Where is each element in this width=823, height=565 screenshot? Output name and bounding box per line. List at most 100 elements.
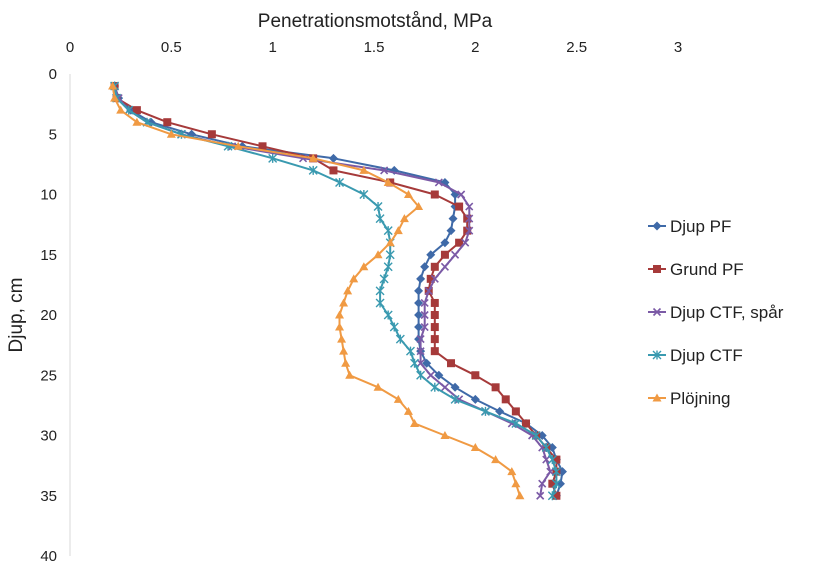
series-point (531, 431, 541, 440)
series-point (440, 238, 450, 248)
x-tick-label: 1.5 (364, 39, 385, 56)
series-point (373, 202, 383, 212)
series-point (414, 322, 424, 332)
series-point (335, 322, 345, 331)
series-point (440, 250, 449, 259)
x-tick-label: 0 (66, 39, 74, 56)
series-point (455, 202, 464, 211)
series-point (457, 190, 466, 199)
series-point (416, 347, 425, 356)
legend-point (652, 307, 662, 317)
series-point (434, 178, 443, 187)
legend-item: Djup CTF (648, 346, 743, 365)
series-plöjning (108, 81, 525, 500)
series-point (405, 346, 415, 356)
series-point (414, 286, 424, 296)
series-point (329, 166, 338, 175)
series-point (359, 190, 369, 199)
series-point (440, 383, 449, 392)
series-point (461, 238, 470, 247)
series-point (552, 455, 561, 464)
series-line (113, 85, 558, 497)
series-point (542, 455, 551, 464)
series-point (233, 141, 243, 150)
series-djup-pf (110, 81, 567, 501)
series-point (426, 274, 435, 283)
series-point (470, 443, 480, 452)
series-point (552, 491, 561, 500)
x-tick-label: 3 (674, 39, 682, 56)
series-point (335, 310, 345, 319)
series-point (385, 238, 395, 247)
legend-label: Grund PF (670, 260, 744, 279)
series-point (440, 262, 449, 271)
legend-label: Djup CTF (670, 346, 743, 365)
series-point (491, 383, 500, 392)
series-point (420, 298, 429, 308)
series-point (547, 491, 557, 501)
series-point (359, 262, 369, 271)
series-point (385, 250, 395, 260)
series-point (495, 406, 505, 416)
series-point (440, 431, 450, 439)
series-point (207, 130, 216, 139)
y-tick-label: 5 (49, 126, 57, 143)
legend-point (653, 265, 661, 273)
series-point (546, 467, 555, 476)
series-point (465, 226, 474, 235)
y-tick-label: 25 (40, 367, 57, 384)
series-line (113, 85, 552, 496)
legend-label: Djup PF (670, 217, 731, 236)
series-point (380, 166, 389, 175)
legend-item: Plöjning (648, 389, 731, 408)
series-point (515, 491, 525, 500)
x-tick-label: 2 (471, 39, 479, 56)
series-point (343, 286, 353, 295)
series-point (536, 491, 545, 500)
x-tick-labels: 0 0.5 1 1.5 2 2.5 3 (66, 39, 682, 56)
y-tick-label: 20 (40, 307, 57, 324)
legend-label: Plöjning (670, 389, 731, 408)
series-point (430, 298, 439, 307)
series-point (337, 334, 347, 343)
series-point (410, 358, 420, 368)
series-point (375, 214, 385, 224)
series-point (414, 202, 424, 211)
series-line (113, 85, 558, 497)
y-tick-label: 30 (40, 428, 57, 445)
series-point (430, 382, 440, 392)
series-point (124, 105, 134, 115)
series-point (328, 153, 338, 163)
series-point (511, 407, 520, 416)
series-point (448, 214, 458, 224)
plot-area (108, 81, 567, 501)
series-point (414, 298, 424, 308)
series-djup-ctf-spår (110, 81, 555, 500)
series-point (447, 359, 456, 368)
x-tick-label: 2.5 (566, 39, 587, 56)
series-djup-ctf (110, 81, 561, 501)
series-point (393, 226, 403, 235)
series-point (480, 406, 490, 416)
series-point (383, 226, 393, 236)
series-point (420, 310, 429, 320)
series-point (430, 347, 439, 356)
series-point (420, 322, 429, 332)
series-point (410, 418, 420, 427)
series-point (430, 262, 439, 271)
series-point (455, 238, 464, 247)
series-point (132, 106, 141, 115)
series-point (451, 250, 460, 259)
series-point (383, 177, 393, 186)
series-point (548, 479, 557, 488)
series-point (463, 214, 472, 223)
series-line (111, 85, 521, 497)
series-point (258, 142, 267, 151)
y-tick-label: 40 (40, 548, 57, 565)
series-point (373, 382, 383, 391)
series-point (403, 190, 413, 198)
series-point (416, 335, 425, 344)
series-point (507, 467, 517, 476)
series-point (383, 310, 393, 320)
